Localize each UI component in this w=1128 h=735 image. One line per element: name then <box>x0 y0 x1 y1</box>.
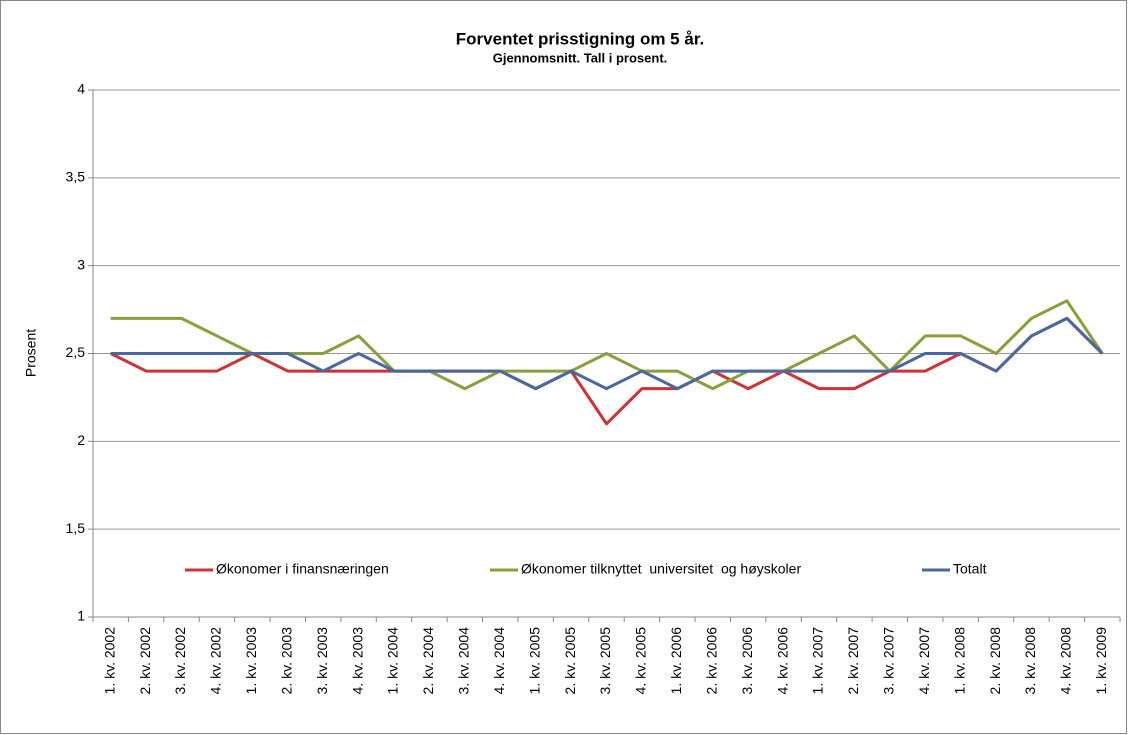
x-tick-label: 2. kv. 2005 <box>562 627 578 695</box>
x-tick-label: 3. kv. 2004 <box>456 627 472 695</box>
x-tick-label: 4. kv. 2004 <box>491 627 507 695</box>
x-tick-label: 2. kv. 2008 <box>987 627 1003 695</box>
y-tick-label: 1 <box>77 608 85 624</box>
y-tick-label: 1,5 <box>66 520 86 536</box>
y-tick-label: 3 <box>77 256 85 272</box>
y-tick-label: 2,5 <box>66 344 86 360</box>
legend-label: Økonomer tilknyttet universitet og høysk… <box>521 561 801 577</box>
chart-title: Forventet prisstigning om 5 år. <box>456 29 704 48</box>
x-tick-label: 1. kv. 2008 <box>951 627 967 695</box>
y-tick-label: 2 <box>77 432 85 448</box>
x-tick-label: 2. kv. 2004 <box>420 627 436 695</box>
x-tick-label: 2. kv. 2007 <box>845 627 861 695</box>
x-tick-label: 3. kv. 2007 <box>881 627 897 695</box>
y-axis-label: Prosent <box>23 329 39 377</box>
x-tick-label: 4. kv. 2002 <box>208 627 224 695</box>
x-tick-label: 2. kv. 2003 <box>278 627 294 695</box>
x-tick-label: 1. kv. 2009 <box>1093 627 1109 695</box>
x-tick-label: 4. kv. 2007 <box>916 627 932 695</box>
x-tick-label: 3. kv. 2006 <box>739 627 755 695</box>
x-tick-label: 3. kv. 2003 <box>314 627 330 695</box>
x-tick-label: 1. kv. 2003 <box>243 627 259 695</box>
y-tick-label: 3,5 <box>66 169 86 185</box>
x-tick-label: 1. kv. 2004 <box>385 627 401 695</box>
x-tick-label: 4. kv. 2003 <box>349 627 365 695</box>
x-tick-label: 1. kv. 2002 <box>101 627 117 695</box>
x-tick-label: 3. kv. 2002 <box>172 627 188 695</box>
x-tick-label: 4. kv. 2008 <box>1058 627 1074 695</box>
x-tick-label: 1. kv. 2006 <box>668 627 684 695</box>
series-line <box>110 316 1104 426</box>
x-tick-label: 3. kv. 2008 <box>1022 627 1038 695</box>
x-tick-label: 2. kv. 2002 <box>137 627 153 695</box>
x-tick-label: 1. kv. 2005 <box>526 627 542 695</box>
x-tick-label: 3. kv. 2005 <box>597 627 613 695</box>
series-line <box>110 316 1104 391</box>
x-tick-label: 2. kv. 2006 <box>703 627 719 695</box>
x-tick-label: 1. kv. 2007 <box>810 627 826 695</box>
x-tick-label: 4. kv. 2005 <box>633 627 649 695</box>
chart-subtitle: Gjennomsnitt. Tall i prosent. <box>493 50 668 65</box>
y-tick-label: 4 <box>77 81 85 97</box>
legend-label: Totalt <box>953 561 987 577</box>
legend-label: Økonomer i finansnæringen <box>216 561 389 577</box>
x-tick-label: 4. kv. 2006 <box>774 627 790 695</box>
